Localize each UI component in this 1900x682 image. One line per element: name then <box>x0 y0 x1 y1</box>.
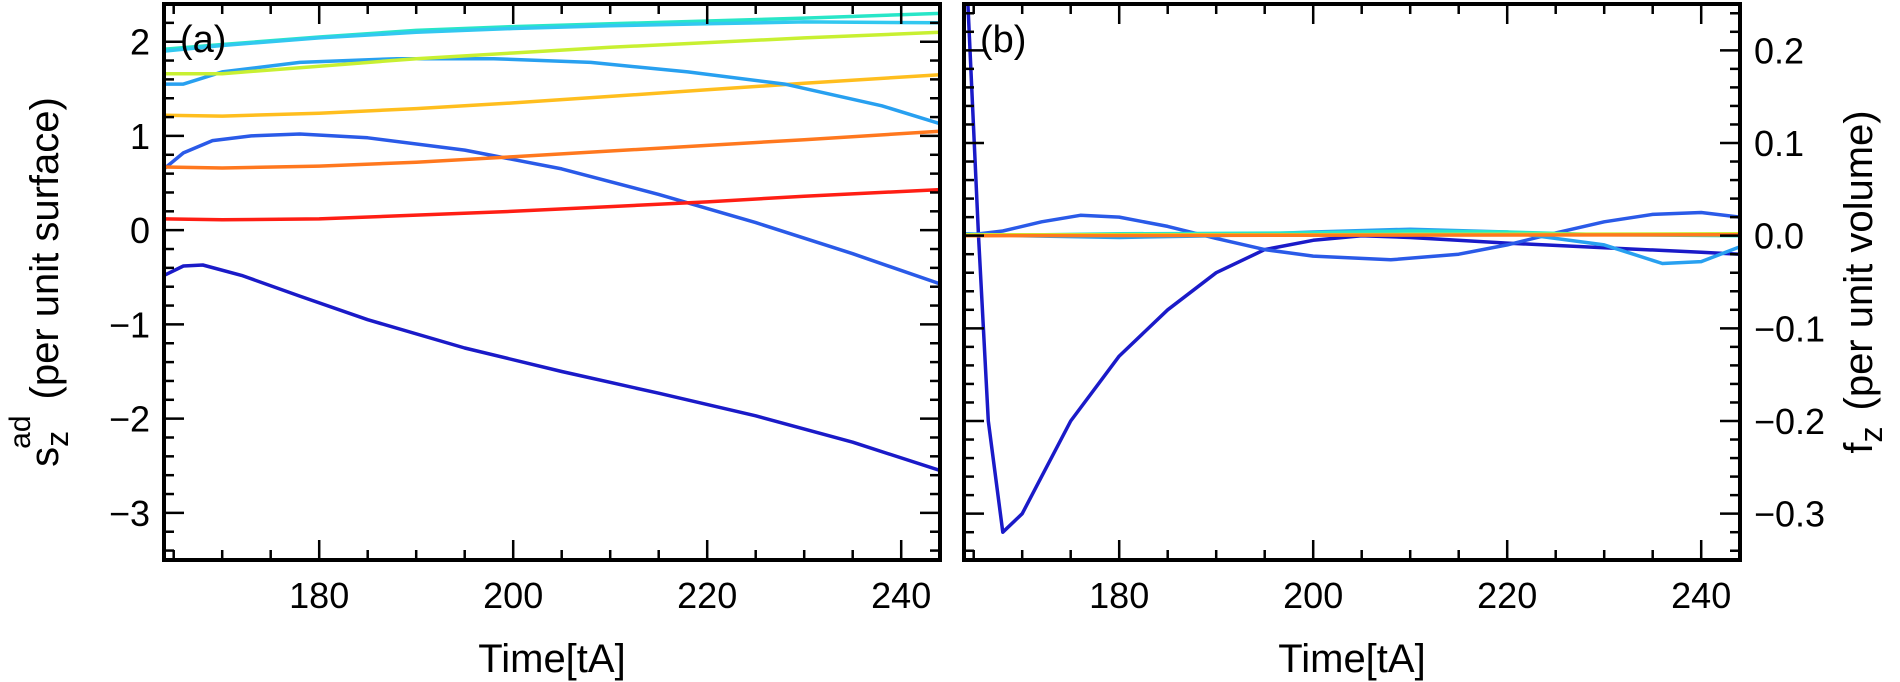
y-tick-label: −0.3 <box>1754 494 1825 535</box>
y-axis-title: szad (per unit surface) <box>4 97 75 467</box>
x-tick-label: 180 <box>1089 575 1149 616</box>
panel-a: 180 200 220 240 2 1 0 −1 −2 −3 (a) Time[tA] szad (per… <box>4 2 942 681</box>
y-tick-label: 2 <box>130 22 150 63</box>
series-line-8 <box>164 11 940 51</box>
y-tick-label: 0.1 <box>1754 123 1804 164</box>
series-line-2 <box>964 210 1740 262</box>
plot-frame <box>162 2 942 562</box>
series-group <box>164 11 940 473</box>
y-tick-label: 0.0 <box>1754 216 1804 257</box>
y-axis-title: fz (per unit volume) <box>1837 110 1889 453</box>
series-line-6 <box>964 232 1740 238</box>
y-tick-label: 0.2 <box>1754 30 1804 71</box>
panel-label: (a) <box>180 19 226 61</box>
y-axis-subscript: z <box>39 431 75 447</box>
y-tick-label: 1 <box>130 116 150 157</box>
panel-b: 180 200 220 240 0.2 0.1 0.0 −0.1 −0.2 −0.3 (b) Time… <box>962 2 1889 681</box>
x-tick-label: 180 <box>289 575 349 616</box>
series-line-2 <box>164 132 940 286</box>
series-line-1 <box>164 263 940 473</box>
x-tick-label: 220 <box>1477 575 1537 616</box>
plot-frame <box>962 2 1742 562</box>
series-line-5 <box>164 72 940 118</box>
series-line-7 <box>164 30 940 76</box>
x-tick-label: 200 <box>483 575 543 616</box>
y-axis-symbol: s <box>23 447 67 467</box>
x-tick-label: 240 <box>871 575 931 616</box>
x-axis-title: Time[tA] <box>1278 637 1425 681</box>
series-line-4 <box>164 129 940 170</box>
y-axis-symbol: f <box>1837 442 1881 454</box>
y-tick-label: 0 <box>130 210 150 251</box>
y-axis-units: (per unit surface) <box>23 97 67 399</box>
series-line-3 <box>164 187 940 222</box>
panel-label: (b) <box>980 19 1026 61</box>
x-axis-title: Time[tA] <box>478 637 625 681</box>
x-tick-label: 240 <box>1671 575 1731 616</box>
y-axis-subscript: z <box>1853 427 1889 443</box>
series-line-6 <box>164 56 940 126</box>
y-axis-superscript: ad <box>4 415 37 448</box>
y-tick-label: −1 <box>109 304 150 345</box>
y-tick-label: −3 <box>109 493 150 534</box>
series-line-1 <box>966 4 1740 534</box>
series-line-9 <box>164 20 940 53</box>
series-group <box>964 4 1740 534</box>
x-tick-label: 220 <box>677 575 737 616</box>
y-tick-label: −0.2 <box>1754 401 1825 442</box>
y-axis-units: (per unit volume) <box>1837 110 1881 410</box>
x-tick-label: 200 <box>1283 575 1343 616</box>
y-tick-label: −2 <box>109 399 150 440</box>
y-tick-label: −0.1 <box>1754 308 1825 349</box>
